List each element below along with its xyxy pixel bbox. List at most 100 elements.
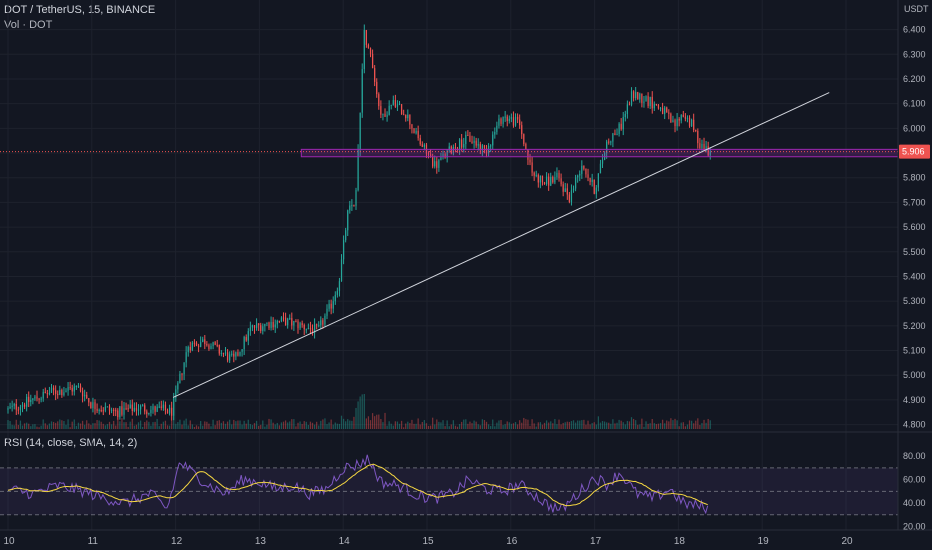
- volume-bar: [427, 425, 430, 429]
- volume-bar: [46, 425, 48, 429]
- volume-bar: [398, 423, 401, 429]
- candle-body: [125, 408, 127, 410]
- candle-body: [13, 403, 15, 406]
- volume-bar: [483, 420, 486, 429]
- candle-body: [680, 115, 682, 121]
- volume-bar: [620, 420, 622, 429]
- volume-bar: [475, 421, 477, 429]
- candle-body: [139, 405, 142, 410]
- candle-body: [558, 172, 560, 179]
- volume-bar: [682, 422, 684, 429]
- volume-bar: [110, 424, 113, 429]
- candle-body: [699, 143, 701, 149]
- candle-body: [92, 402, 94, 409]
- candle-body: [450, 146, 452, 154]
- candle-body: [332, 301, 334, 309]
- candle-body: [9, 406, 11, 409]
- volume-bar: [514, 422, 517, 429]
- candle-body: [342, 240, 345, 260]
- volume-bar: [262, 420, 264, 429]
- volume-bar: [160, 423, 162, 429]
- candle-body: [411, 124, 413, 129]
- currency-label: USDT: [904, 4, 929, 14]
- volume-bar: [150, 425, 152, 429]
- candle-body: [409, 114, 411, 125]
- candle-body: [168, 407, 171, 414]
- volume-bar: [376, 414, 378, 429]
- candle-body: [666, 107, 668, 113]
- volume-bar: [171, 420, 173, 429]
- volume-bar: [108, 421, 111, 429]
- volume-bar: [268, 418, 270, 429]
- volume-bar: [338, 423, 341, 429]
- volume-bar: [645, 421, 647, 429]
- candle-body: [84, 394, 86, 397]
- candle-body: [57, 393, 59, 395]
- candle-body: [193, 342, 196, 344]
- candle-body: [160, 406, 162, 408]
- volume-bar: [79, 423, 82, 429]
- volume-bar: [566, 421, 568, 429]
- volume-bar: [521, 422, 523, 429]
- candle-body: [276, 320, 278, 325]
- volume-bar: [245, 423, 247, 429]
- candle-body: [473, 140, 475, 143]
- volume-bar: [67, 419, 69, 429]
- volume-bar: [185, 418, 187, 429]
- volume-legend: Vol · DOT: [4, 19, 53, 31]
- volume-bar: [258, 425, 260, 429]
- candle-body: [477, 144, 479, 146]
- volume-bar: [492, 419, 494, 429]
- candle-body: [432, 156, 434, 167]
- candle-body: [73, 386, 75, 392]
- candle-body: [11, 405, 13, 407]
- volume-bar: [305, 421, 307, 429]
- candle-body: [36, 396, 38, 399]
- candle-body: [610, 141, 612, 143]
- volume-bar: [243, 420, 245, 429]
- volume-bar: [558, 419, 560, 429]
- volume-bar: [280, 422, 283, 429]
- candle-body: [535, 174, 537, 176]
- candle-body: [519, 119, 521, 126]
- candle-body: [144, 405, 146, 412]
- candle-body: [326, 308, 328, 316]
- volume-bar: [583, 419, 585, 429]
- volume-bar: [90, 424, 92, 429]
- volume-bar: [610, 423, 612, 429]
- price-pane[interactable]: [0, 24, 899, 421]
- candle-body: [175, 389, 177, 398]
- volume-bar: [678, 426, 680, 429]
- volume-bar: [183, 420, 185, 429]
- volume-bar: [15, 419, 17, 429]
- candle-body: [498, 118, 500, 126]
- candle-body: [253, 325, 256, 328]
- candle-body: [19, 407, 22, 410]
- candle-body: [243, 337, 245, 350]
- volume-bar: [320, 420, 322, 429]
- candle-body: [672, 120, 674, 123]
- volume-bar: [253, 423, 256, 429]
- volume-bar: [485, 421, 488, 429]
- volume-bar: [119, 421, 121, 429]
- rsi-tick-label: 20.00: [903, 521, 926, 531]
- volume-bar: [382, 422, 384, 429]
- candle-body: [278, 320, 280, 322]
- candle-body: [322, 320, 324, 325]
- volume-bar: [693, 423, 695, 429]
- volume-bar: [666, 420, 668, 429]
- volume-bar: [407, 421, 409, 429]
- volume-bar: [603, 421, 606, 429]
- volume-bar: [318, 425, 320, 429]
- volume-bar: [581, 420, 583, 429]
- candle-body: [359, 112, 361, 151]
- candle-body: [622, 117, 624, 130]
- volume-bar: [628, 421, 631, 429]
- candle-body: [181, 373, 183, 375]
- rsi-pane[interactable]: [0, 454, 898, 516]
- volume-bar: [400, 420, 403, 429]
- candle-body: [400, 104, 403, 115]
- candle-body: [189, 346, 191, 351]
- y-tick-label: 6.000: [903, 123, 926, 133]
